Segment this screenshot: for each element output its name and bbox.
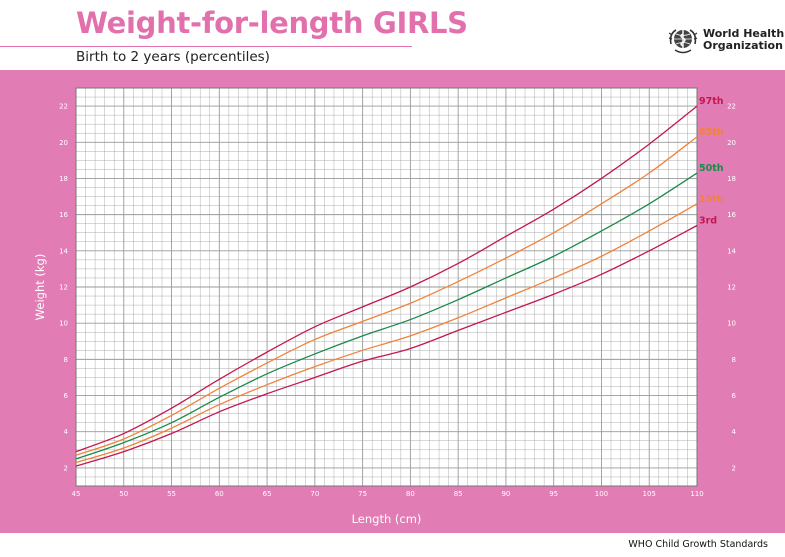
y-tick-label-right: 6	[732, 392, 737, 400]
y-tick-label-right: 14	[727, 247, 736, 255]
organization-name-line1: World Health	[703, 27, 785, 40]
y-tick-label-left: 20	[59, 139, 68, 147]
y-tick-label-left: 22	[59, 103, 68, 111]
page-subtitle: Birth to 2 years (percentiles)	[76, 49, 270, 65]
curve-label-50th: 50th	[699, 163, 724, 174]
percentile-curves	[75, 105, 698, 467]
who-emblem-icon	[668, 29, 698, 54]
y-tick-label-right: 20	[727, 139, 736, 147]
curve-label-97th: 97th	[699, 96, 724, 107]
x-tick-label: 75	[358, 490, 367, 498]
y-tick-label-right: 12	[727, 284, 736, 292]
y-tick-label-right: 16	[727, 211, 736, 219]
y-tick-label-right: 22	[727, 103, 736, 111]
curve-label-3rd: 3rd	[699, 215, 717, 226]
organization-name: World Health Organization	[703, 28, 784, 52]
y-axis-label: Weight (kg)	[33, 254, 47, 321]
y-tick-label-left: 14	[59, 247, 68, 255]
x-tick-label: 80	[406, 490, 415, 498]
percentile-curve-97th	[75, 105, 698, 453]
percentile-curve-15th	[75, 203, 698, 464]
title-rule	[0, 46, 412, 47]
x-tick-label: 45	[72, 490, 81, 498]
x-tick-label: 55	[167, 490, 176, 498]
organization-name-line2: Organization	[703, 39, 783, 52]
percentile-curve-85th	[75, 136, 698, 456]
y-tick-label-left: 8	[64, 356, 68, 364]
grid	[75, 87, 698, 487]
x-tick-label: 105	[643, 490, 656, 498]
plot-border	[75, 87, 698, 487]
footer-credit: WHO Child Growth Standards	[628, 539, 768, 550]
y-tick-label-right: 10	[727, 320, 736, 328]
chart-panel: 45 50 55 60 65 70 75 80 85 90 95 100 105 110 2 2 4 4 6 6 8 8 1…	[0, 70, 785, 533]
x-tick-label: 100	[595, 490, 608, 498]
x-tick-label: 90	[501, 490, 510, 498]
x-tick-label: 50	[119, 490, 128, 498]
percentile-curve-50th	[75, 172, 698, 460]
y-tick-label-left: 10	[59, 320, 68, 328]
curve-labels: 97th 85th 50th 15th 3rd	[699, 96, 724, 226]
curve-label-15th: 15th	[699, 194, 724, 205]
x-tick-label: 60	[215, 490, 224, 498]
y-tick-label-left: 16	[59, 211, 68, 219]
x-tick-label: 65	[263, 490, 272, 498]
x-tick-label: 70	[310, 490, 319, 498]
y-tick-label-left: 18	[59, 175, 68, 183]
y-tick-label-left: 6	[64, 392, 69, 400]
y-tick-label-left: 2	[64, 464, 68, 472]
y-tick-label-right: 18	[727, 175, 736, 183]
x-tick-label: 85	[454, 490, 463, 498]
y-tick-label-right: 8	[732, 356, 736, 364]
y-tick-label-right: 2	[732, 464, 736, 472]
y-tick-label-right: 4	[732, 428, 737, 436]
x-tick-label: 95	[549, 490, 558, 498]
y-tick-label-left: 4	[64, 428, 69, 436]
curve-label-85th: 85th	[699, 127, 724, 138]
y-tick-label-left: 12	[59, 284, 68, 292]
x-axis-label: Length (cm)	[352, 512, 422, 526]
percentile-curve-3rd	[75, 224, 698, 467]
x-tick-label: 110	[690, 490, 703, 498]
page-title: Weight-for-length GIRLS	[76, 6, 468, 40]
